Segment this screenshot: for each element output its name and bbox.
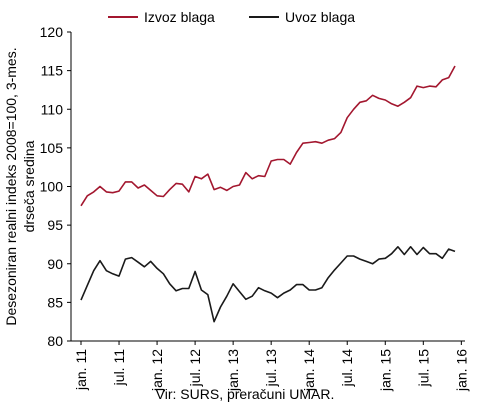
y-tick-label: 100	[40, 179, 64, 195]
y-tick-label: 90	[47, 256, 63, 272]
x-tick-label: jan. 15	[377, 349, 393, 392]
x-tick-label: jul. 15	[415, 349, 431, 388]
x-tick-label: jul. 14	[339, 349, 355, 388]
x-tick-label: jul. 13	[263, 349, 279, 388]
y-tick-label: 110	[41, 101, 64, 117]
x-tick-label: jul. 11	[111, 349, 127, 387]
source-note: Vir: SURS, preračuni UMAR.	[155, 386, 335, 402]
y-axis-title: Desezoniran realni indeks 2008=100, 3-me…	[3, 47, 37, 325]
y-axis-title-line: drseča sredina	[21, 140, 37, 232]
y-axis-title-line: Desezoniran realni indeks 2008=100, 3-me…	[3, 47, 19, 325]
x-tick-label: jul. 12	[187, 349, 203, 388]
series-line	[80, 246, 456, 323]
legend: Izvoz blaga Uvoz blaga	[108, 9, 355, 25]
y-axis: 80 85 90 95 100 105 110 115 120	[40, 24, 72, 349]
x-axis: jan. 11 jul. 11 jan. 12 jul. 12 jan. 13 jul. …	[71, 340, 469, 392]
y-tick-label: 105	[40, 140, 64, 156]
series-lines	[80, 65, 456, 323]
series-line	[80, 65, 456, 207]
x-tick-label: jan. 13	[225, 349, 241, 392]
x-tick-label: jan. 14	[301, 349, 317, 392]
x-tick-label: jan. 12	[149, 349, 165, 392]
x-tick-label: jan. 16	[453, 349, 469, 392]
y-tick-label: 95	[47, 217, 63, 233]
legend-label: Uvoz blaga	[285, 9, 355, 25]
y-tick-label: 85	[47, 294, 63, 310]
x-tick-label: jan. 11	[73, 349, 89, 391]
y-tick-label: 80	[47, 333, 63, 349]
legend-label: Izvoz blaga	[144, 9, 215, 25]
y-tick-label: 120	[40, 24, 64, 40]
y-tick-label: 115	[41, 63, 64, 79]
